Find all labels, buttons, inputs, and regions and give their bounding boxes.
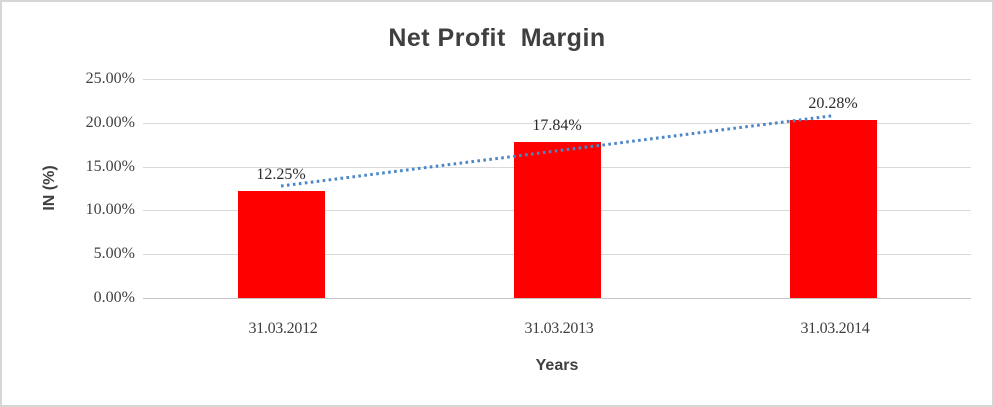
bar-2012 (237, 190, 325, 298)
trendline (280, 114, 834, 188)
y-axis-title: IN (%) (41, 165, 58, 211)
y-tick-label: 25.00% (85, 70, 135, 87)
plot-area: 12.25% 17.84% 20.28% (143, 79, 971, 299)
x-tick-label-2013: 31.03.2013 (524, 320, 594, 337)
y-tick-label: 5.00% (93, 245, 135, 262)
x-tick-label-2012: 31.03.2012 (248, 320, 318, 337)
x-tick-label-2014: 31.03.2014 (800, 320, 870, 337)
bar-data-label: 20.28% (808, 95, 858, 113)
bar-2014 (789, 120, 877, 298)
y-tick-label: 0.00% (93, 289, 135, 306)
y-tick-label: 20.00% (85, 114, 135, 131)
chart-title: Net Profit Margin (388, 24, 606, 52)
gridline (143, 122, 971, 124)
bar-data-label: 17.84% (532, 116, 582, 134)
y-tick-label: 10.00% (85, 201, 135, 218)
gridline (143, 79, 971, 80)
y-tick-label: 15.00% (85, 158, 135, 175)
bar-data-label: 12.25% (256, 165, 306, 183)
x-axis-title: Years (535, 357, 579, 374)
bar-2013 (513, 141, 601, 298)
